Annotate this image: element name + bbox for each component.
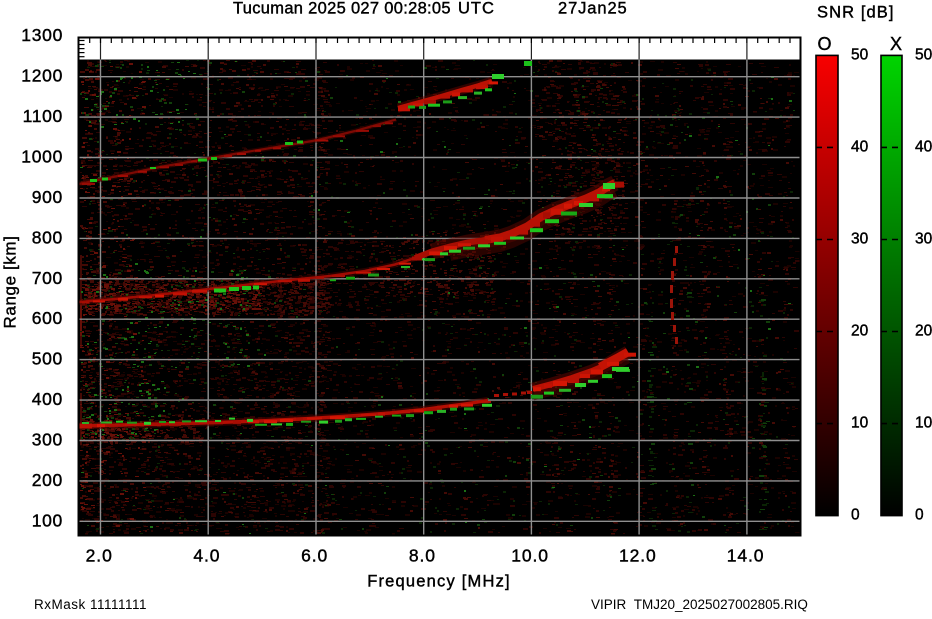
- svg-text:500: 500: [32, 349, 63, 369]
- svg-text:400: 400: [32, 389, 63, 409]
- svg-text:300: 300: [32, 429, 63, 449]
- svg-text:10.0: 10.0: [511, 546, 549, 566]
- svg-text:40: 40: [915, 138, 932, 155]
- svg-text:RxMask 11111111: RxMask 11111111: [34, 597, 147, 612]
- svg-text:27Jan25: 27Jan25: [558, 0, 628, 18]
- svg-text:50: 50: [915, 46, 932, 63]
- svg-text:X: X: [890, 34, 902, 54]
- svg-text:50: 50: [851, 46, 869, 63]
- svg-text:12.0: 12.0: [619, 546, 657, 566]
- svg-text:10: 10: [915, 415, 932, 432]
- svg-text:1000: 1000: [21, 147, 63, 167]
- svg-text:30: 30: [915, 230, 932, 247]
- svg-text:200: 200: [32, 470, 63, 490]
- svg-text:8.0: 8.0: [409, 546, 436, 566]
- svg-text:14.0: 14.0: [727, 546, 765, 566]
- svg-text:UTC: UTC: [458, 0, 495, 18]
- svg-text:20: 20: [851, 323, 869, 340]
- svg-text:4.0: 4.0: [193, 546, 220, 566]
- svg-text:O: O: [817, 34, 831, 54]
- svg-text:6.0: 6.0: [301, 546, 328, 566]
- svg-text:1100: 1100: [23, 106, 63, 126]
- svg-text:20: 20: [915, 323, 932, 340]
- svg-text:700: 700: [32, 268, 63, 288]
- svg-text:0: 0: [851, 507, 860, 524]
- svg-text:30: 30: [851, 230, 869, 247]
- svg-text:900: 900: [32, 187, 63, 207]
- svg-text:40: 40: [851, 138, 869, 155]
- svg-text:0: 0: [915, 507, 924, 524]
- svg-text:1200: 1200: [21, 66, 63, 86]
- svg-text:1300: 1300: [21, 25, 63, 45]
- svg-text:100: 100: [32, 510, 63, 530]
- svg-text:Tucuman 2025 027 00:28:05: Tucuman 2025 027 00:28:05: [233, 0, 451, 18]
- svg-text:Frequency [MHz]: Frequency [MHz]: [367, 573, 511, 591]
- svg-text:600: 600: [32, 308, 63, 328]
- svg-text:2.0: 2.0: [86, 546, 113, 566]
- svg-text:SNR [dB]: SNR [dB]: [817, 4, 895, 22]
- svg-text:800: 800: [32, 227, 63, 247]
- svg-text:VIPIR TMJ20_2025027002805.RIQ: VIPIR TMJ20_2025027002805.RIQ: [591, 597, 808, 612]
- svg-text:10: 10: [851, 415, 869, 432]
- svg-text:Range [km]: Range [km]: [1, 236, 20, 329]
